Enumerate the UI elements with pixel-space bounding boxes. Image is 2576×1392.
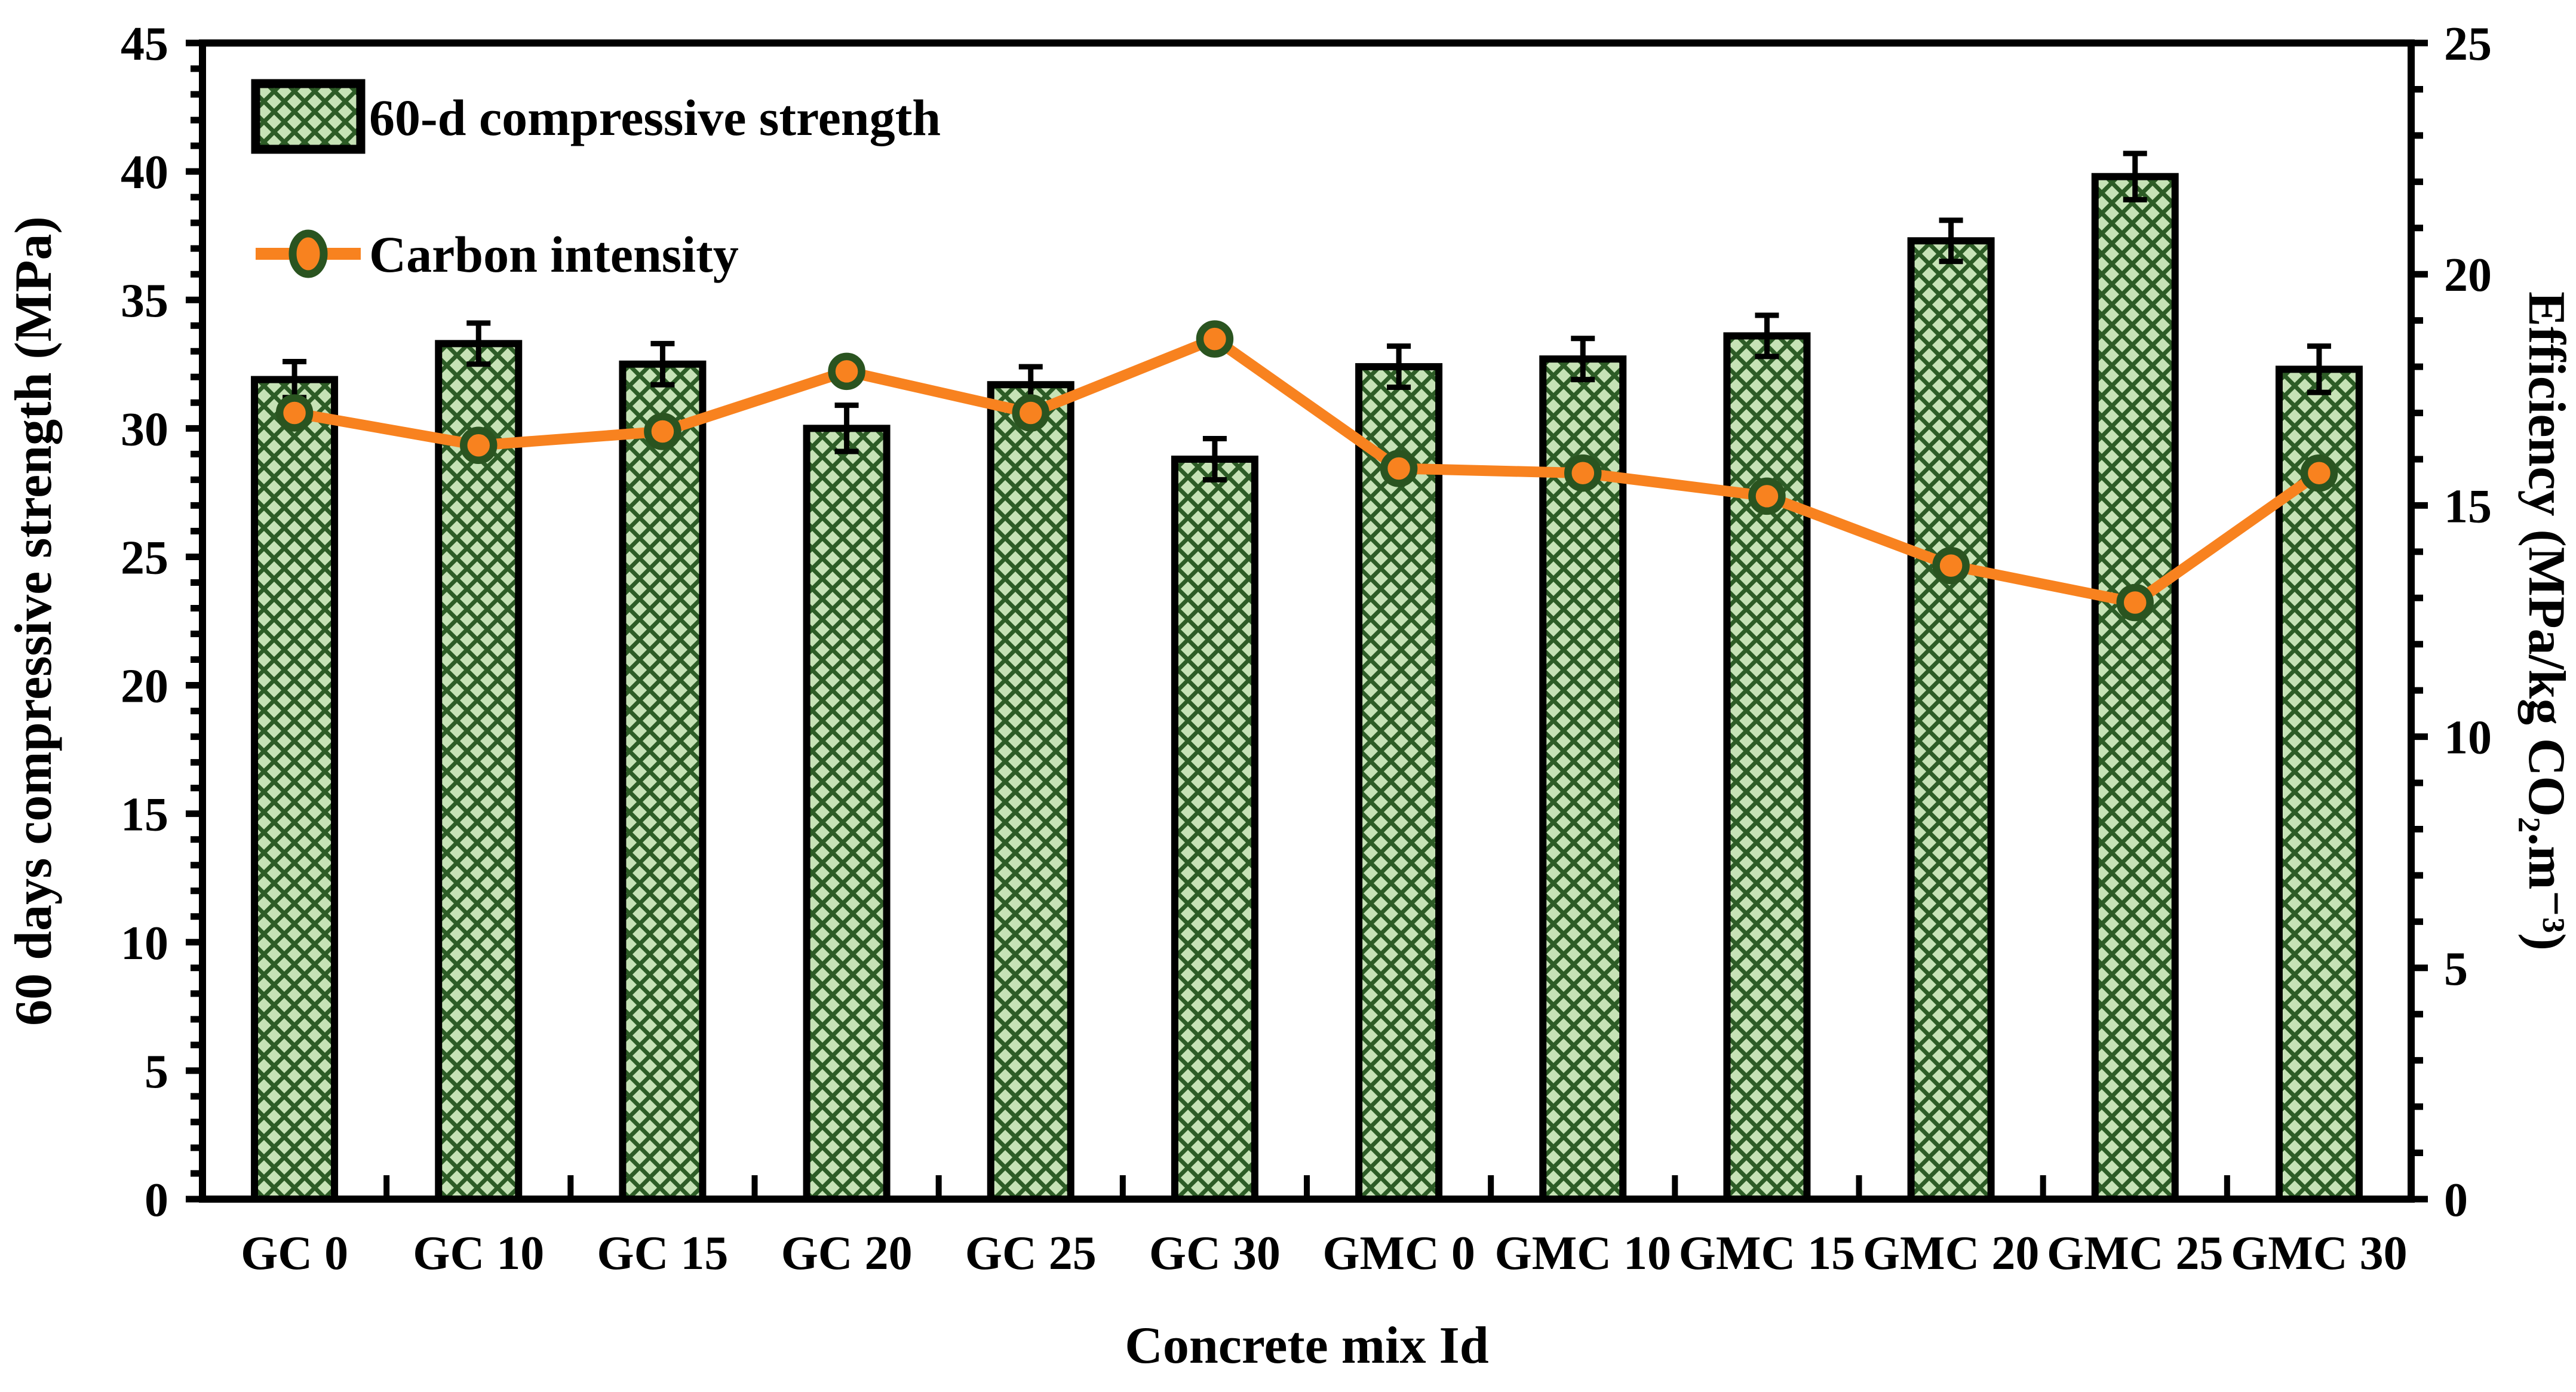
bar-GC 20 [803,425,891,1203]
plot-area: 0 5 10 15 20 25 30 35 40 45 0 5 10 15 20 25 GC 0 GC 10 GC … [121,18,2492,1280]
bar-GC 0 [251,376,339,1203]
bar-GC 30 [1171,455,1258,1203]
legend-bar-swatch [251,79,366,154]
y-tick-label-right: 10 [2444,712,2492,764]
data-marker-GMC 20 [1932,546,1970,585]
x-tick-label: GC 30 [1149,1227,1281,1280]
y-tick-label-right: 0 [2444,1174,2468,1227]
data-marker-GC 25 [1012,394,1049,432]
y-tick-label-right: 25 [2444,18,2492,70]
bar-GMC 15 [1723,332,1811,1203]
bar-GC 25 [987,381,1074,1203]
data-marker-GC 30 [1196,320,1234,358]
x-tick-label: GMC 20 [1863,1227,2040,1280]
carbon-intensity-line [289,333,2325,609]
data-marker-GMC 30 [2300,454,2338,492]
y-tick-label-left: 0 [145,1174,168,1227]
y-tick-label-left: 40 [121,146,168,199]
y-tick-label-left: 20 [121,660,168,713]
x-tick-label: GMC 25 [2047,1227,2224,1280]
y-tick-label-left: 10 [121,917,168,970]
x-tick-label: GMC 0 [1322,1227,1475,1280]
legend-label-bar: 60-d compressive strength [369,89,941,146]
bar-GC 10 [435,340,523,1203]
legend: 60-d compressive strength Carbon intensi… [251,79,941,283]
bar-GMC 25 [2091,173,2179,1203]
data-marker-GMC 10 [1564,454,1602,492]
data-marker-GC 0 [275,394,314,432]
data-marker-GMC 25 [2116,583,2154,622]
legend-marker-icon [288,229,328,278]
y-axis-label-right: Efficiency (MPa/kg CO₂.m⁻³) [2517,291,2575,951]
legend-label-line: Carbon intensity [369,226,739,283]
y-axis-label-left: 60 days compressive strength (MPa) [5,216,63,1026]
x-tick-label: GMC 10 [1494,1227,1671,1280]
y-tick-label-left: 5 [145,1046,168,1098]
y-tick-label-left: 45 [121,18,168,70]
y-tick-label-left: 30 [121,403,168,456]
bar-GC 15 [619,360,707,1203]
y-tick-label-left: 25 [121,531,168,584]
bar-GMC 0 [1355,363,1443,1203]
axes-frame [199,39,2415,1203]
y-tick-label-right: 20 [2444,249,2492,302]
x-axis-label: Concrete mix Id [1125,1317,1488,1375]
y-tick-label-right: 5 [2444,943,2468,995]
x-tick-label: GMC 30 [2231,1227,2408,1280]
x-tick-label: GC 0 [241,1227,348,1280]
x-tick-label: GC 15 [597,1227,728,1280]
data-marker-GC 20 [828,352,865,391]
data-marker-GMC 15 [1748,477,1786,515]
data-marker-GC 10 [460,426,498,464]
data-marker-GC 15 [644,413,681,450]
x-tick-label: GC 20 [781,1227,913,1280]
y-tick-label-left: 35 [121,275,168,327]
data-marker-GMC 0 [1380,450,1418,487]
y-tick-label-right: 15 [2444,480,2492,533]
bar-GMC 20 [1907,237,1995,1203]
x-tick-label: GC 25 [965,1227,1097,1280]
x-tick-label: GMC 15 [1679,1227,1856,1280]
y-tick-label-left: 15 [121,789,168,841]
x-tick-label: GC 10 [413,1227,544,1280]
